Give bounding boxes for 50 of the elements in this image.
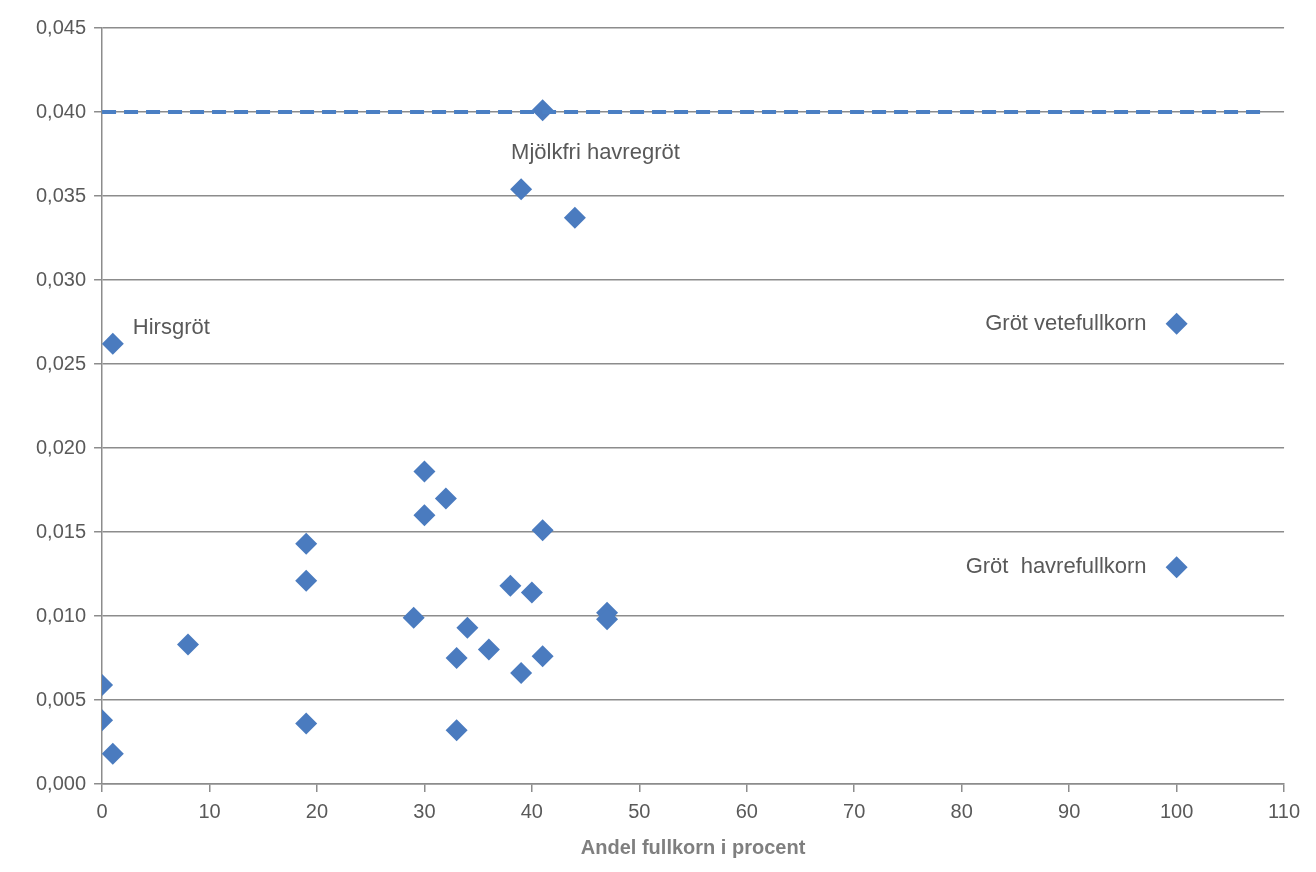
point	[445, 647, 468, 669]
x-tick-label: 30	[413, 799, 436, 822]
x-tick-label: 80	[950, 799, 973, 822]
point	[177, 633, 200, 656]
x-axis-title: Andel fullkorn i procent	[580, 835, 806, 858]
y-tick-label: 0,025	[35, 351, 87, 374]
y-tick-label: 0,040	[35, 99, 87, 122]
y-tick-label: 0,010	[35, 603, 87, 626]
y-tick-label: 0,030	[35, 267, 87, 290]
y-tick-label: 0,000	[35, 771, 87, 794]
point	[445, 719, 468, 742]
point	[499, 574, 522, 597]
x-tick-label: 10	[198, 799, 221, 822]
y-tick-label: 0,020	[35, 435, 87, 458]
y-tick-label: 0,005	[35, 687, 87, 710]
x-tick-label: 90	[1058, 799, 1081, 822]
point	[531, 519, 554, 542]
x-tick-label: 70	[843, 799, 866, 822]
point	[413, 504, 436, 527]
point	[1165, 556, 1188, 579]
point	[102, 742, 124, 765]
x-tick-label: 40	[520, 799, 543, 822]
point	[402, 606, 425, 629]
point	[510, 662, 533, 685]
annotation: Gröt havrefullkorn	[965, 553, 1147, 579]
x-tick-label: 20	[305, 799, 329, 822]
annotation: Mjölkfri havregröt	[511, 139, 680, 165]
y-tick-label: 0,045	[35, 15, 87, 38]
point	[477, 638, 500, 661]
point	[102, 332, 124, 355]
point	[295, 712, 318, 735]
point	[295, 532, 318, 555]
point	[1165, 312, 1188, 335]
point	[456, 616, 479, 639]
y-tick-label: 0,035	[35, 183, 87, 206]
point	[510, 178, 533, 201]
y-tick-label: 0,015	[35, 519, 87, 542]
x-tick-label: 0	[96, 799, 108, 822]
point	[520, 581, 543, 604]
x-tick-label: 100	[1159, 799, 1194, 822]
x-tick-label: 110	[1268, 799, 1300, 822]
point	[563, 206, 586, 229]
point	[295, 569, 318, 592]
point	[434, 487, 457, 510]
annotation: Gröt vetefullkorn	[985, 309, 1147, 335]
x-tick-label: 60	[735, 799, 758, 822]
point	[531, 645, 554, 668]
point	[413, 460, 436, 483]
annotation: Hirsgröt	[132, 313, 210, 339]
x-tick-label: 50	[628, 799, 651, 822]
